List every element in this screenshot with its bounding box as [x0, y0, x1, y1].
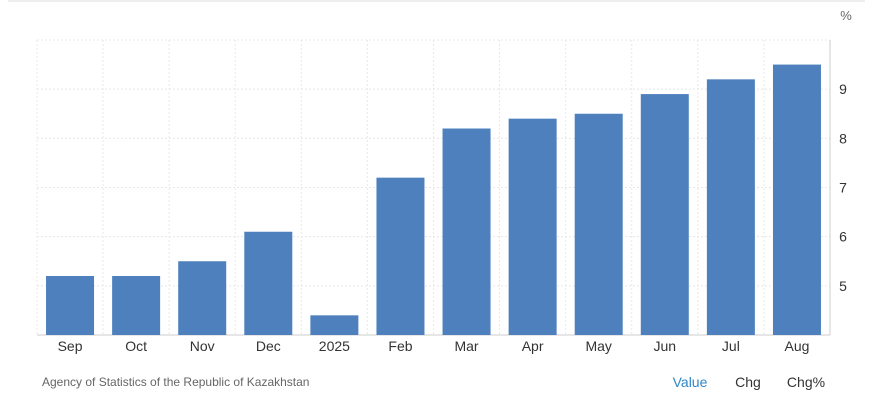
- bar: [640, 94, 689, 335]
- bar: [310, 315, 359, 335]
- bar: [574, 113, 623, 335]
- x-tick-label: Apr: [522, 338, 544, 354]
- x-tick-label: 2025: [319, 338, 350, 354]
- chg-button[interactable]: Chg: [735, 374, 761, 390]
- bar: [178, 261, 227, 335]
- x-tick-label: Sep: [58, 338, 83, 354]
- y-tick-label: 9: [839, 81, 847, 97]
- y-tick-label: 5: [839, 278, 847, 294]
- source: Agency of Statistics of the Republic of …: [42, 375, 309, 389]
- x-tick-label: Oct: [125, 338, 147, 354]
- x-tick-label: May: [585, 338, 611, 354]
- x-tick-label: Feb: [388, 338, 412, 354]
- bar: [244, 231, 293, 335]
- y-tick-label: 6: [839, 229, 847, 245]
- value-button[interactable]: Value: [673, 374, 708, 390]
- x-tick-label: Nov: [190, 338, 215, 354]
- x-tick-label: Mar: [454, 338, 478, 354]
- x-tick-label: Dec: [256, 338, 281, 354]
- bar: [706, 79, 755, 335]
- x-tick-label: Jun: [654, 338, 677, 354]
- x-tick-label: Jul: [722, 338, 740, 354]
- bar: [772, 64, 821, 335]
- x-tick-label: Aug: [784, 338, 809, 354]
- y-unit: %: [840, 8, 852, 23]
- bar: [112, 276, 161, 335]
- bar: [442, 128, 491, 335]
- chg-pct-button[interactable]: Chg%: [787, 374, 825, 390]
- bar: [46, 276, 95, 335]
- y-tick-label: 8: [839, 130, 847, 146]
- bar: [376, 177, 425, 335]
- y-tick-label: 7: [839, 180, 847, 196]
- bar: [508, 118, 557, 336]
